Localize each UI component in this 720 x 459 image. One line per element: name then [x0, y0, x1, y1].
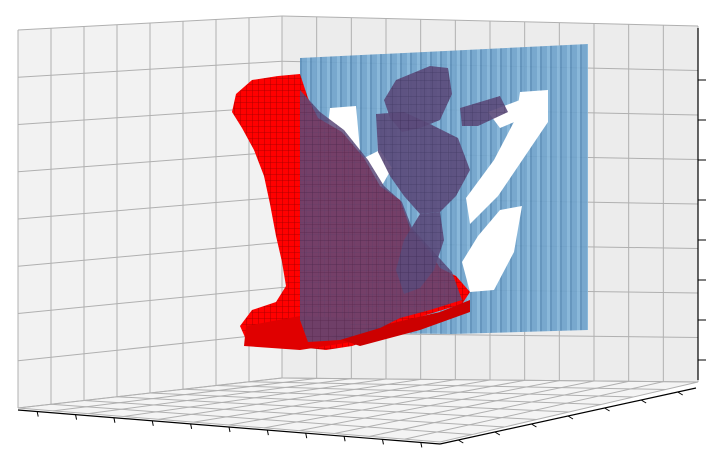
grid-line-left-horizontal	[17, 15, 283, 31]
grid-line-floor-b	[215, 385, 634, 398]
grid-line-left-horizontal	[17, 196, 283, 220]
tick-bottom-left	[113, 417, 116, 423]
tick-bottom-left	[305, 433, 308, 439]
grid-line-floor-b	[281, 377, 699, 383]
tick-bottom-left	[266, 429, 269, 436]
grid-line-left-horizontal	[17, 287, 283, 314]
axes	[17, 28, 706, 448]
tick-bottom-left	[36, 411, 39, 417]
tick-bottom-left	[343, 436, 346, 442]
grid-line-left-horizontal	[17, 241, 283, 267]
grid-line-floor-b	[83, 400, 505, 428]
tick-bottom-left	[75, 414, 78, 420]
tick-bottom-right	[567, 415, 574, 420]
tick-bottom-right	[494, 431, 501, 436]
grid-line-floor-b	[17, 407, 441, 443]
grid-line-floor-b	[116, 396, 537, 420]
tick-bottom-left	[190, 423, 193, 430]
grid-line-floor-b	[248, 381, 666, 390]
tick-bottom-left	[420, 442, 423, 448]
grid-line-floor-b	[50, 403, 473, 435]
grid-line-right-horizontal	[281, 15, 699, 27]
grid-line-left-horizontal	[17, 332, 283, 362]
tick-bottom-left	[228, 426, 231, 433]
grid-line-left-horizontal	[17, 60, 283, 78]
tick-bottom-left	[151, 420, 154, 426]
grid-line-floor-b	[149, 392, 570, 413]
tick-bottom-right	[604, 407, 610, 412]
tick-bottom-right	[458, 439, 464, 444]
voxels-overlap	[300, 66, 508, 342]
grid-line-left-horizontal	[17, 151, 283, 173]
tick-bottom-right	[531, 423, 537, 428]
grid-line-floor-b	[182, 388, 602, 405]
tick-bottom-right	[677, 391, 683, 396]
tick-bottom-left	[381, 439, 384, 445]
tick-bottom-right	[640, 399, 647, 404]
